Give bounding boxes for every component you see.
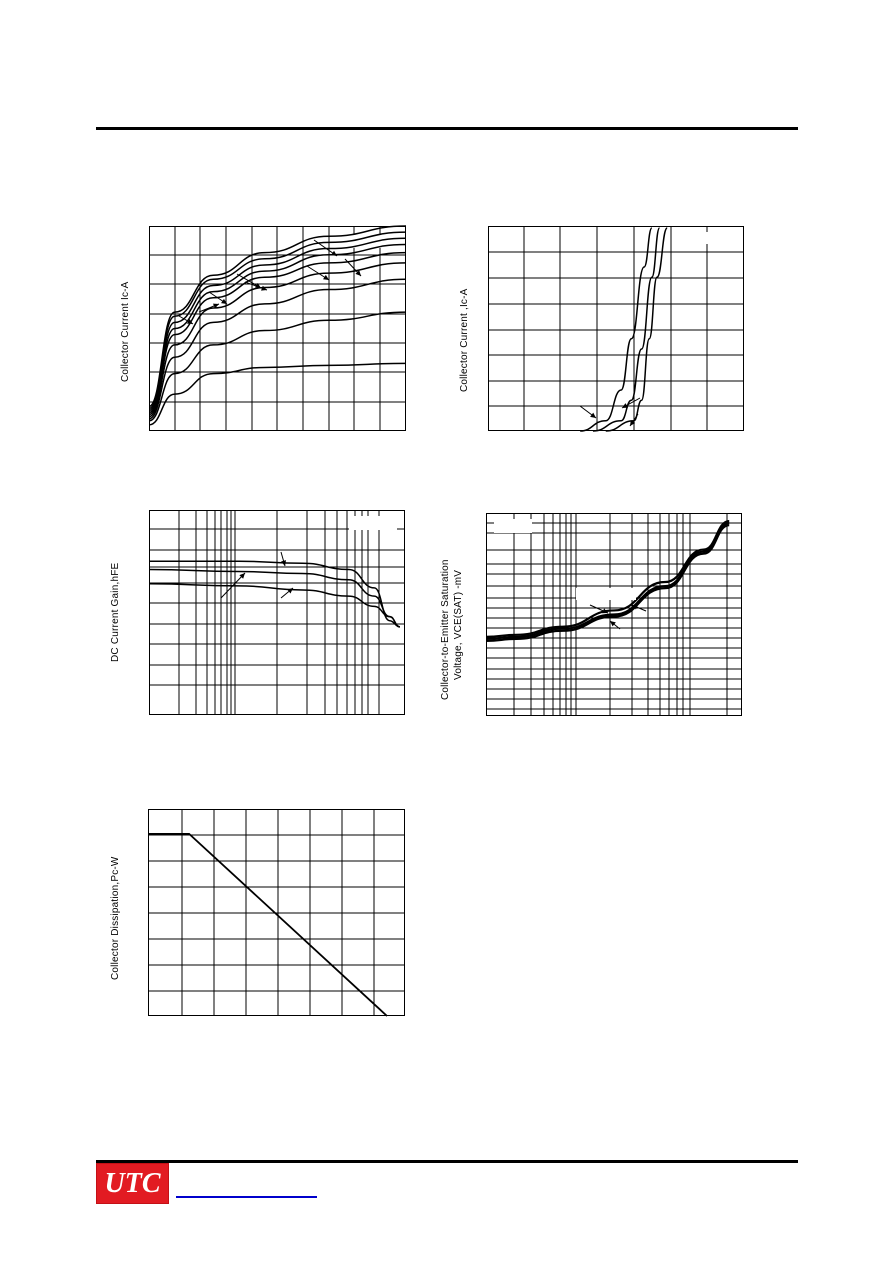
chart2-grid bbox=[488, 226, 744, 431]
chart5-grid bbox=[148, 809, 405, 1016]
chart3-arrow-3 bbox=[280, 587, 294, 599]
chart1-arrow-3 bbox=[306, 265, 330, 281]
chart4-arrow-2 bbox=[631, 604, 647, 612]
chart2-legend-area bbox=[673, 232, 733, 244]
chart4-plot bbox=[485, 513, 742, 716]
utc-logo-text: UTC bbox=[104, 1167, 161, 1199]
chart4-frame bbox=[486, 513, 742, 716]
chart4-series-2 bbox=[485, 522, 730, 640]
chart-collector-current-vbe bbox=[488, 226, 744, 432]
chart3-y-axis-label: DC Current Gain,hFE bbox=[110, 562, 121, 662]
chart2-series-2 bbox=[592, 227, 661, 432]
chart4-arrow-3 bbox=[609, 620, 621, 630]
chart1-series-3 bbox=[148, 278, 407, 420]
chart3-grid bbox=[149, 510, 405, 715]
chart1-arrow-8 bbox=[178, 315, 194, 325]
footer-rule bbox=[96, 1160, 798, 1163]
chart2-arrow-1 bbox=[579, 405, 597, 419]
chart5-y-axis-label: Collector Dissipation,Pc-W bbox=[110, 856, 121, 980]
chart1-series-8 bbox=[148, 231, 407, 410]
chart2-series-1 bbox=[580, 227, 653, 432]
chart1-series-9 bbox=[148, 225, 407, 408]
chart1-arrow-5 bbox=[244, 281, 268, 291]
chart1-arrow-6 bbox=[208, 291, 228, 305]
chart3-arrow-1 bbox=[280, 551, 287, 567]
website-link-underline[interactable] bbox=[176, 1196, 317, 1198]
chart1-series-1 bbox=[148, 362, 407, 426]
chart-saturation-voltage bbox=[485, 513, 742, 716]
chart4-y-axis-label-line1: Collector-to-Emitter Saturation bbox=[440, 559, 451, 700]
chart4-annotation-area bbox=[576, 588, 636, 600]
chart3-arrow-2 bbox=[220, 572, 246, 599]
chart1-grid bbox=[149, 226, 406, 431]
chart2-arrow-3 bbox=[629, 413, 639, 427]
chart1-arrow-7 bbox=[198, 303, 220, 313]
chart-dc-current-gain bbox=[148, 510, 405, 715]
chart3-frame bbox=[149, 510, 405, 715]
chart1-series-6 bbox=[148, 243, 407, 414]
chart1-plot bbox=[148, 225, 407, 431]
chart1-arrow-1 bbox=[313, 239, 338, 257]
chart4-series-3 bbox=[485, 524, 730, 642]
chart3-series-1 bbox=[149, 560, 400, 628]
chart1-y-axis-label: Collector Current Ic-A bbox=[120, 281, 131, 382]
chart2-y-axis-label: Collector Current ,Ic-A bbox=[459, 288, 470, 392]
chart4-series-1 bbox=[485, 520, 730, 638]
chart4-legend-area bbox=[494, 519, 532, 533]
chart2-series-3 bbox=[605, 227, 668, 432]
chart-collector-dissipation bbox=[148, 809, 405, 1017]
chart5-series-1 bbox=[148, 832, 388, 1017]
chart3-legend-area bbox=[349, 516, 397, 530]
chart4-y-axis-label-line2: Voltage, VCE(SAT) -mV bbox=[453, 569, 464, 680]
chart1-series-2 bbox=[148, 311, 407, 422]
chart2-plot bbox=[488, 226, 744, 432]
chart5-plot bbox=[148, 809, 405, 1017]
chart4-arrow-1 bbox=[589, 604, 609, 614]
chart1-frame bbox=[149, 226, 406, 431]
header-rule bbox=[96, 127, 798, 130]
chart1-series-5 bbox=[148, 251, 407, 416]
utc-logo: UTC bbox=[96, 1163, 169, 1204]
chart-collector-current-curves bbox=[148, 225, 407, 431]
chart2-frame bbox=[488, 226, 744, 431]
chart5-frame bbox=[148, 809, 405, 1016]
chart3-plot bbox=[148, 510, 405, 715]
chart1-series-7 bbox=[148, 237, 407, 412]
chart1-arrow-2 bbox=[344, 258, 362, 277]
chart2-arrow-2 bbox=[621, 397, 641, 409]
chart1-series-4 bbox=[148, 262, 407, 418]
